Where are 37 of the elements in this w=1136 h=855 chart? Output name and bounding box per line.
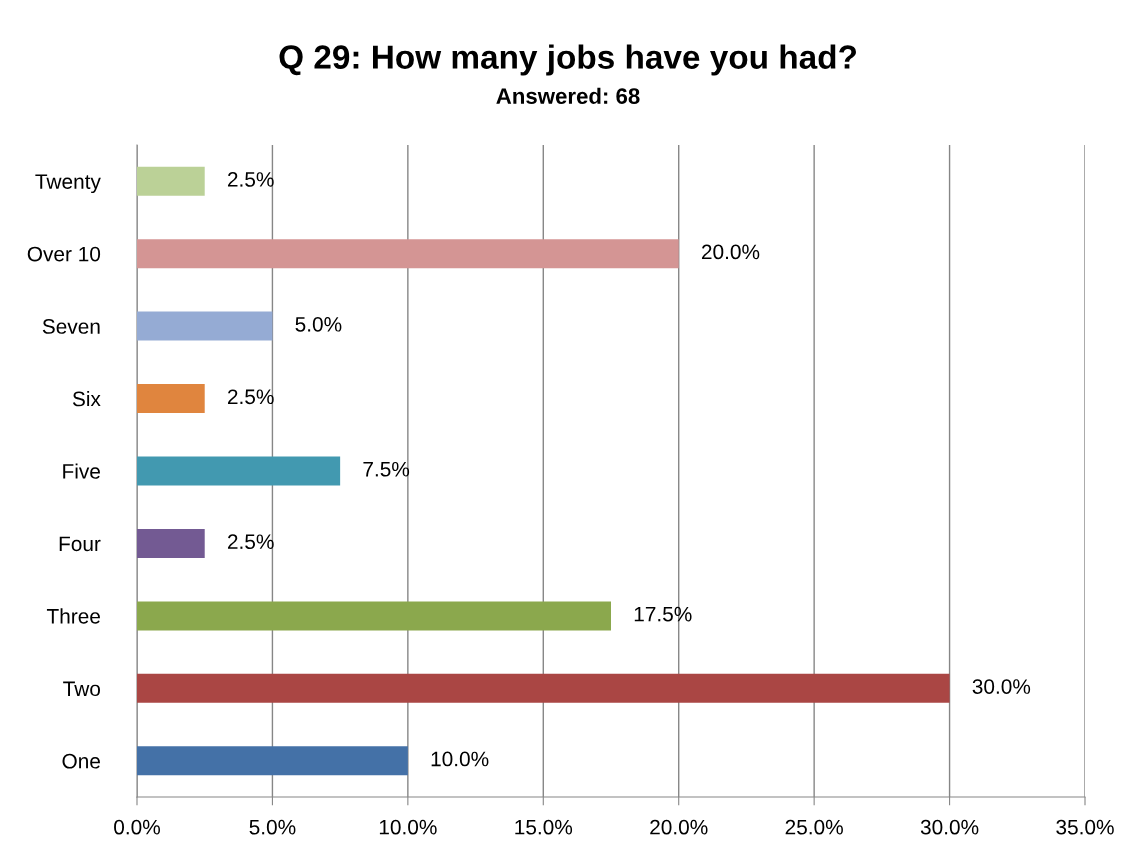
data-label: 5.0%: [295, 316, 342, 332]
data-label: 2.5%: [227, 172, 274, 187]
x-tick-label: 20.0%: [650, 819, 708, 835]
y-tick-label: Seven: [42, 319, 100, 334]
bar: [137, 746, 408, 776]
data-label: 10.0%: [431, 751, 489, 767]
x-tick-label: 5.0%: [249, 819, 296, 835]
x-tick-label: 10.0%: [379, 819, 437, 835]
y-tick-label: Over 10: [27, 246, 101, 262]
chart-title: Q 29: How many jobs have you had?: [279, 44, 856, 76]
bar: [137, 456, 341, 486]
data-label: 7.5%: [363, 461, 410, 477]
bar: [137, 528, 205, 558]
bar: [137, 601, 611, 631]
bar: [137, 384, 205, 414]
y-tick-label: Twenty: [35, 174, 101, 194]
bar: [137, 239, 679, 269]
chart-subtitle: Answered: 68: [496, 87, 640, 104]
y-tick-label: Six: [72, 391, 101, 407]
y-tick-label: Two: [63, 681, 101, 697]
x-tick-label: 35.0%: [1056, 819, 1114, 835]
bar: [137, 673, 950, 703]
x-tick-label: 15.0%: [515, 819, 573, 835]
x-tick-label: 0.0%: [114, 819, 160, 835]
data-label: 20.0%: [701, 244, 760, 260]
bar: [137, 311, 273, 341]
data-label: 30.0%: [972, 679, 1031, 694]
x-tick-label: 30.0%: [920, 819, 979, 835]
bar: [137, 166, 205, 196]
y-tick-label: One: [62, 753, 100, 769]
y-tick-label: Five: [63, 463, 100, 479]
data-label: 2.5%: [227, 389, 274, 405]
y-tick-label: Three: [46, 608, 100, 624]
data-label: 2.5%: [227, 534, 274, 550]
x-tick-label: 25.0%: [785, 819, 843, 835]
data-label: 17.5%: [634, 606, 692, 622]
y-tick-label: Four: [59, 536, 101, 552]
